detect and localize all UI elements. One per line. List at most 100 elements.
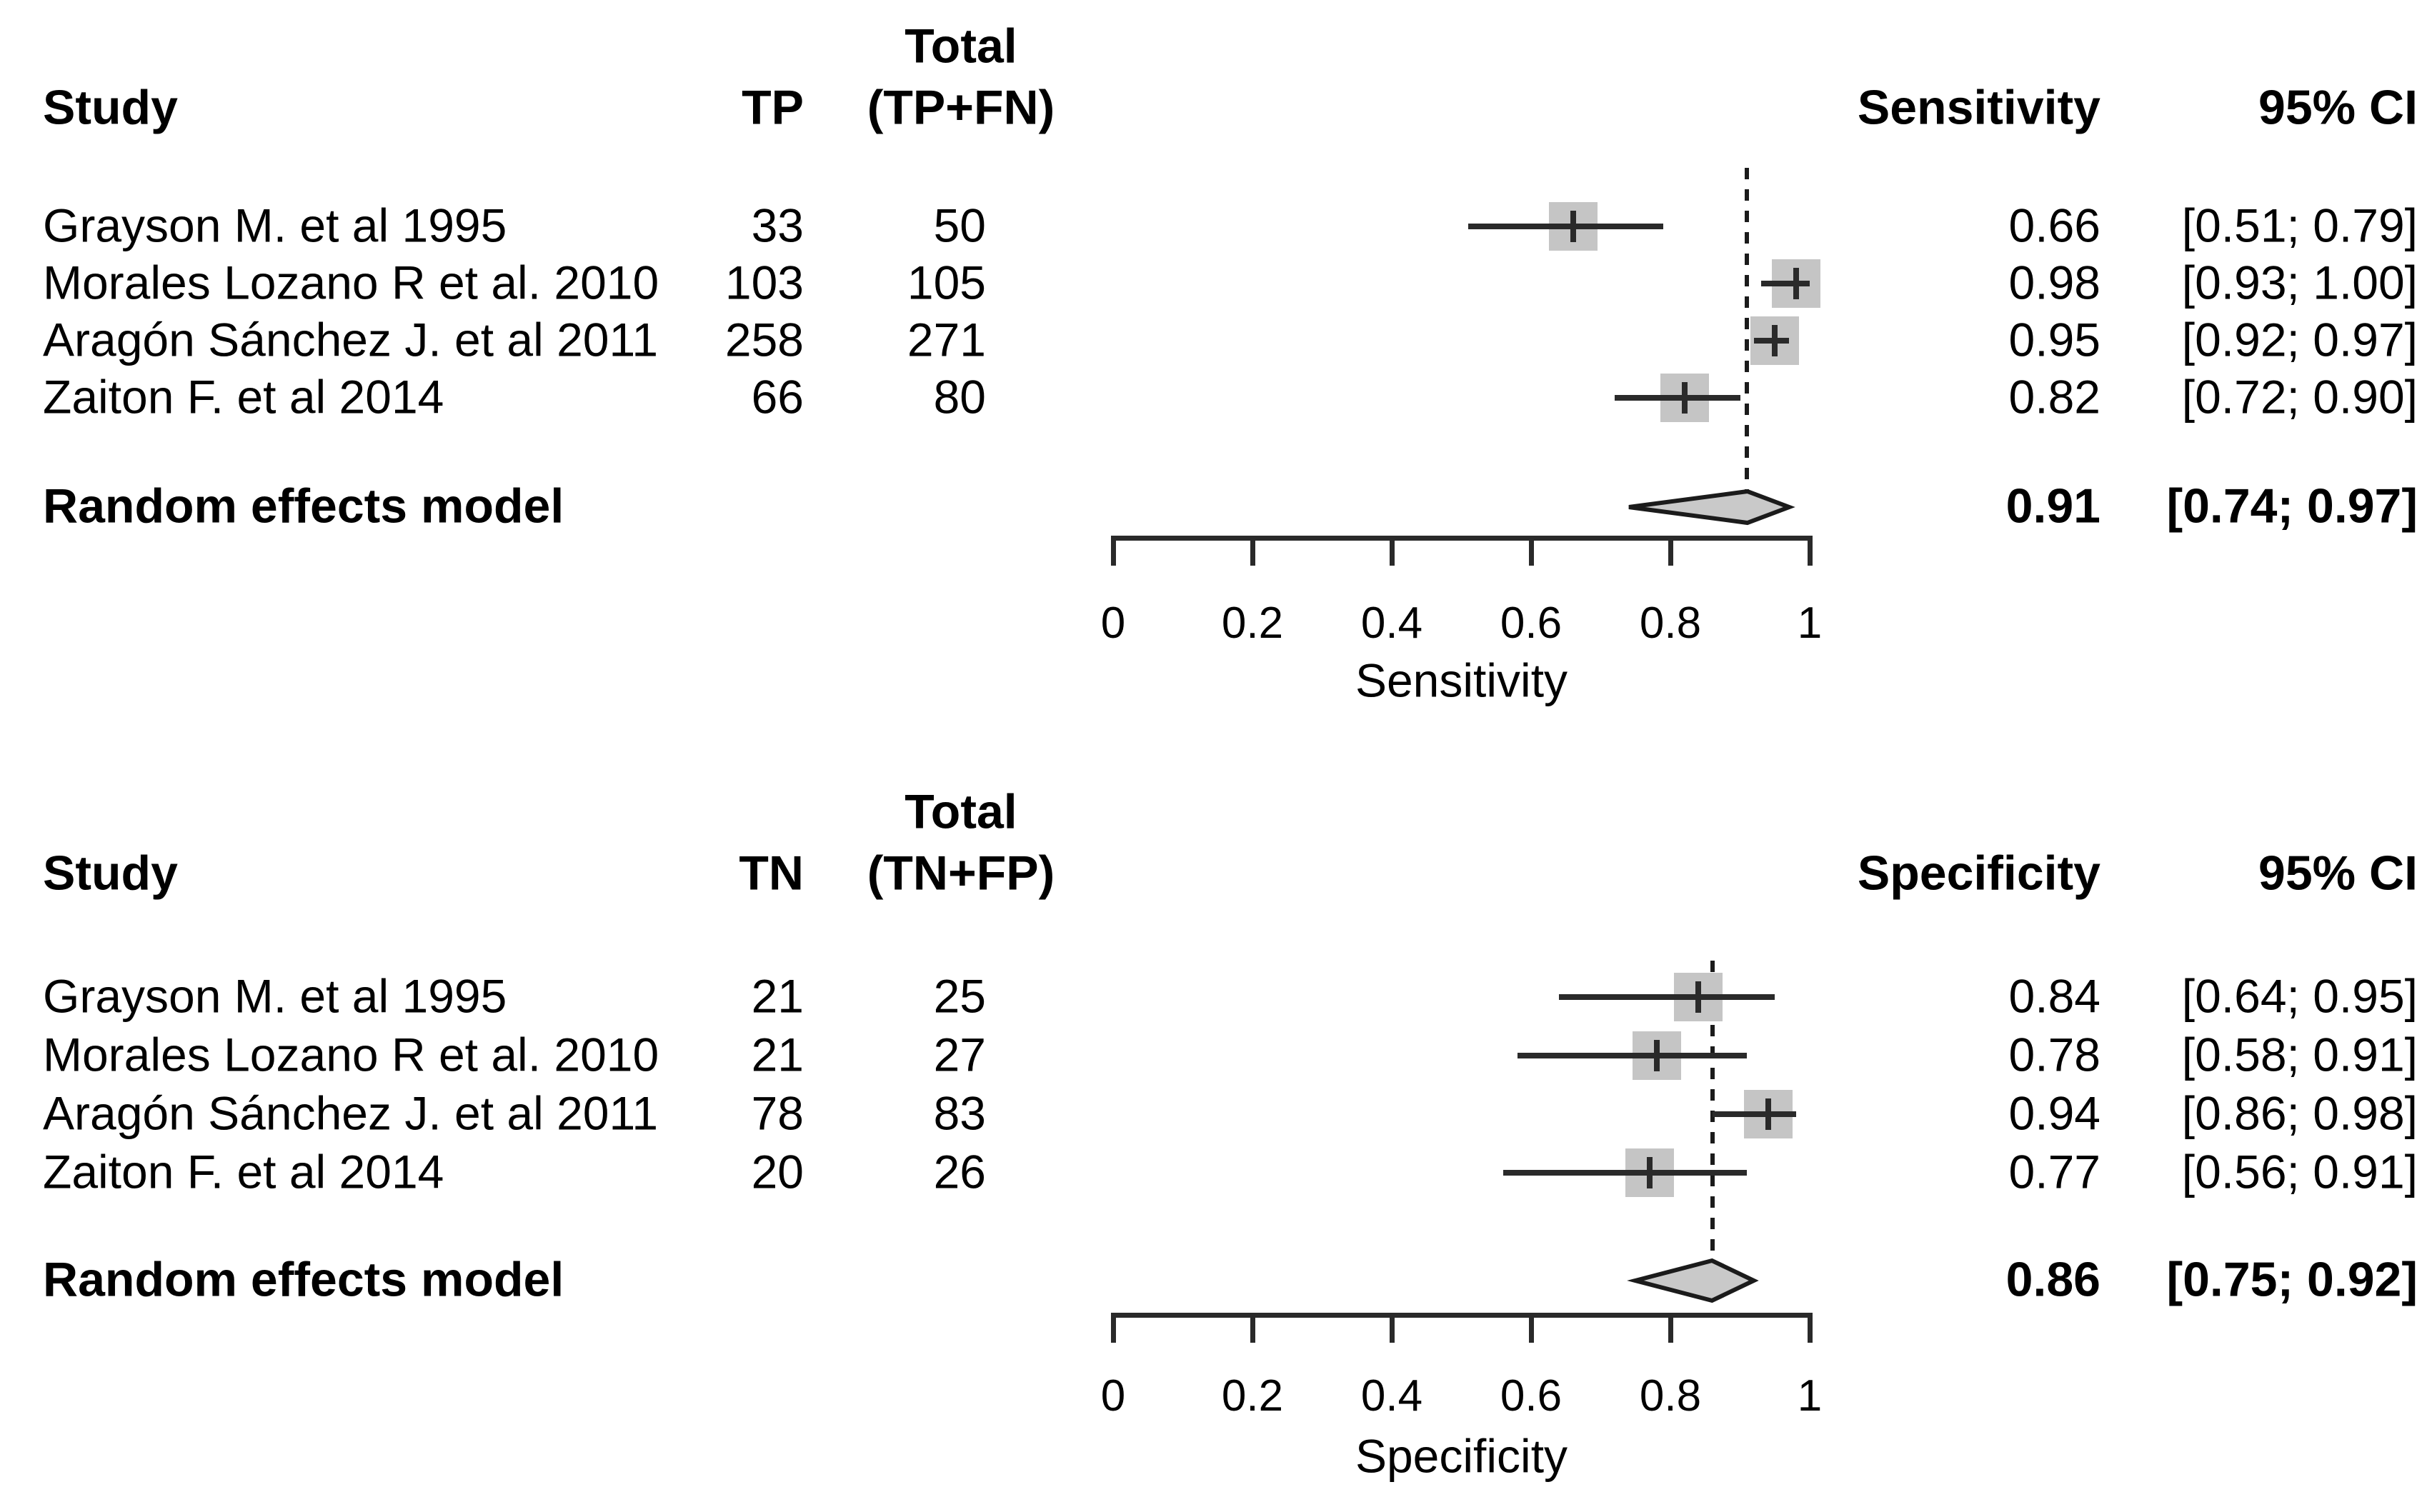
summary-ci: [0.74; 0.97] (2166, 479, 2418, 534)
total-cell: 83 (933, 1086, 986, 1140)
confidence-interval-line (1712, 1111, 1796, 1117)
column-header-ci: 95% CI (2258, 80, 2418, 135)
total-cell: 26 (933, 1145, 986, 1198)
x-axis-tick-label: 0.8 (1639, 598, 1702, 648)
confidence-interval-line (1559, 994, 1775, 1000)
summary-estimate: 0.91 (2005, 479, 2100, 534)
ci-cell: [0.64; 0.95] (2181, 969, 2418, 1023)
estimate-cell: 0.66 (2008, 199, 2100, 252)
x-axis-tick (1111, 1313, 1116, 1343)
study-name-cell: Morales Lozano R et al. 2010 (43, 256, 659, 309)
x-axis-tick-label: 0.8 (1639, 1371, 1702, 1421)
count-cell: 21 (751, 1028, 804, 1081)
column-header-total-line1: Total (904, 19, 1017, 74)
confidence-interval-line (1503, 1170, 1748, 1176)
point-estimate-tick (1681, 382, 1688, 414)
confidence-interval-line (1615, 395, 1740, 401)
x-axis-tick-label: 0 (1100, 1371, 1126, 1421)
study-name-cell: Zaiton F. et al 2014 (43, 370, 444, 424)
estimate-cell: 0.95 (2008, 313, 2100, 366)
x-axis-title: Specificity (1355, 1429, 1568, 1483)
column-header-ci: 95% CI (2258, 846, 2418, 901)
total-cell: 271 (907, 313, 986, 366)
estimate-cell: 0.78 (2008, 1028, 2100, 1081)
count-cell: 258 (724, 313, 804, 366)
estimate-cell: 0.77 (2008, 1145, 2100, 1198)
ci-cell: [0.58; 0.91] (2181, 1028, 2418, 1081)
x-axis-tick (1250, 536, 1255, 566)
count-cell: 78 (751, 1086, 804, 1140)
total-cell: 80 (933, 370, 986, 424)
summary-label: Random effects model (43, 479, 564, 534)
x-axis-title: Sensitivity (1355, 654, 1568, 707)
count-cell: 21 (751, 969, 804, 1023)
total-cell: 50 (933, 199, 986, 252)
x-axis-tick (1390, 1313, 1395, 1343)
x-axis-tick (1808, 536, 1813, 566)
count-cell: 20 (751, 1145, 804, 1198)
estimate-cell: 0.82 (2008, 370, 2100, 424)
point-estimate-tick (1570, 211, 1576, 242)
x-axis-tick-label: 0.6 (1500, 598, 1563, 648)
estimate-cell: 0.98 (2008, 256, 2100, 309)
x-axis-line (1111, 1313, 1813, 1318)
study-name-cell: Aragón Sánchez J. et al 2011 (43, 1086, 659, 1140)
point-estimate-tick (1695, 981, 1701, 1013)
ci-cell: [0.92; 0.97] (2181, 313, 2418, 366)
x-axis-tick-label: 0.4 (1360, 1371, 1423, 1421)
x-axis-tick-label: 0.2 (1221, 598, 1284, 648)
x-axis-tick (1250, 1313, 1255, 1343)
column-header-estimate: Specificity (1857, 846, 2100, 901)
count-cell: 33 (751, 199, 804, 252)
x-axis-line (1111, 536, 1813, 541)
study-name-cell: Morales Lozano R et al. 2010 (43, 1028, 659, 1081)
summary-diamond-shape (1628, 489, 1795, 526)
summary-diamond (1628, 489, 1795, 526)
x-axis-tick-label: 0.4 (1360, 598, 1423, 648)
total-cell: 27 (933, 1028, 986, 1081)
confidence-interval-line (1517, 1053, 1748, 1058)
confidence-interval-line (1468, 224, 1664, 229)
study-name-cell: Zaiton F. et al 2014 (43, 1145, 444, 1198)
ci-cell: [0.51; 0.79] (2181, 199, 2418, 252)
count-cell: 103 (724, 256, 804, 309)
point-estimate-tick (1772, 325, 1778, 356)
confidence-interval-line (1760, 281, 1810, 286)
column-header-count: TP (742, 80, 804, 135)
column-header-total-line2: (TN+FP) (867, 846, 1055, 901)
x-axis-tick (1529, 536, 1534, 566)
ci-cell: [0.72; 0.90] (2181, 370, 2418, 424)
point-estimate-tick (1646, 1157, 1653, 1188)
column-header-study: Study (43, 846, 178, 901)
x-axis-tick (1668, 1313, 1673, 1343)
study-name-cell: Aragón Sánchez J. et al 2011 (43, 313, 659, 366)
x-axis-tick (1529, 1313, 1534, 1343)
x-axis-tick (1390, 536, 1395, 566)
column-header-study: Study (43, 80, 178, 135)
summary-diamond-shape (1627, 1258, 1759, 1303)
column-header-total-line1: Total (904, 784, 1017, 839)
point-estimate-tick (1793, 268, 1799, 299)
total-cell: 105 (907, 256, 986, 309)
x-axis-tick (1111, 536, 1116, 566)
estimate-cell: 0.94 (2008, 1086, 2100, 1140)
ci-cell: [0.93; 1.00] (2181, 256, 2418, 309)
study-name-cell: Grayson M. et al 1995 (43, 199, 507, 252)
summary-ci: [0.75; 0.92] (2166, 1252, 2418, 1307)
x-axis-tick-label: 0.2 (1221, 1371, 1284, 1421)
x-axis-tick-label: 0.6 (1500, 1371, 1563, 1421)
confidence-interval-line (1754, 338, 1789, 344)
x-axis-tick-label: 1 (1797, 598, 1823, 648)
reference-line (1745, 168, 1750, 507)
ci-cell: [0.86; 0.98] (2181, 1086, 2418, 1140)
column-header-count: TN (739, 846, 804, 901)
count-cell: 66 (751, 370, 804, 424)
study-name-cell: Grayson M. et al 1995 (43, 969, 507, 1023)
ci-cell: [0.56; 0.91] (2181, 1145, 2418, 1198)
point-estimate-tick (1765, 1098, 1771, 1130)
total-cell: 25 (933, 969, 986, 1023)
x-axis-tick-label: 1 (1797, 1371, 1823, 1421)
reference-line (1710, 961, 1715, 1281)
x-axis-tick (1808, 1313, 1813, 1343)
